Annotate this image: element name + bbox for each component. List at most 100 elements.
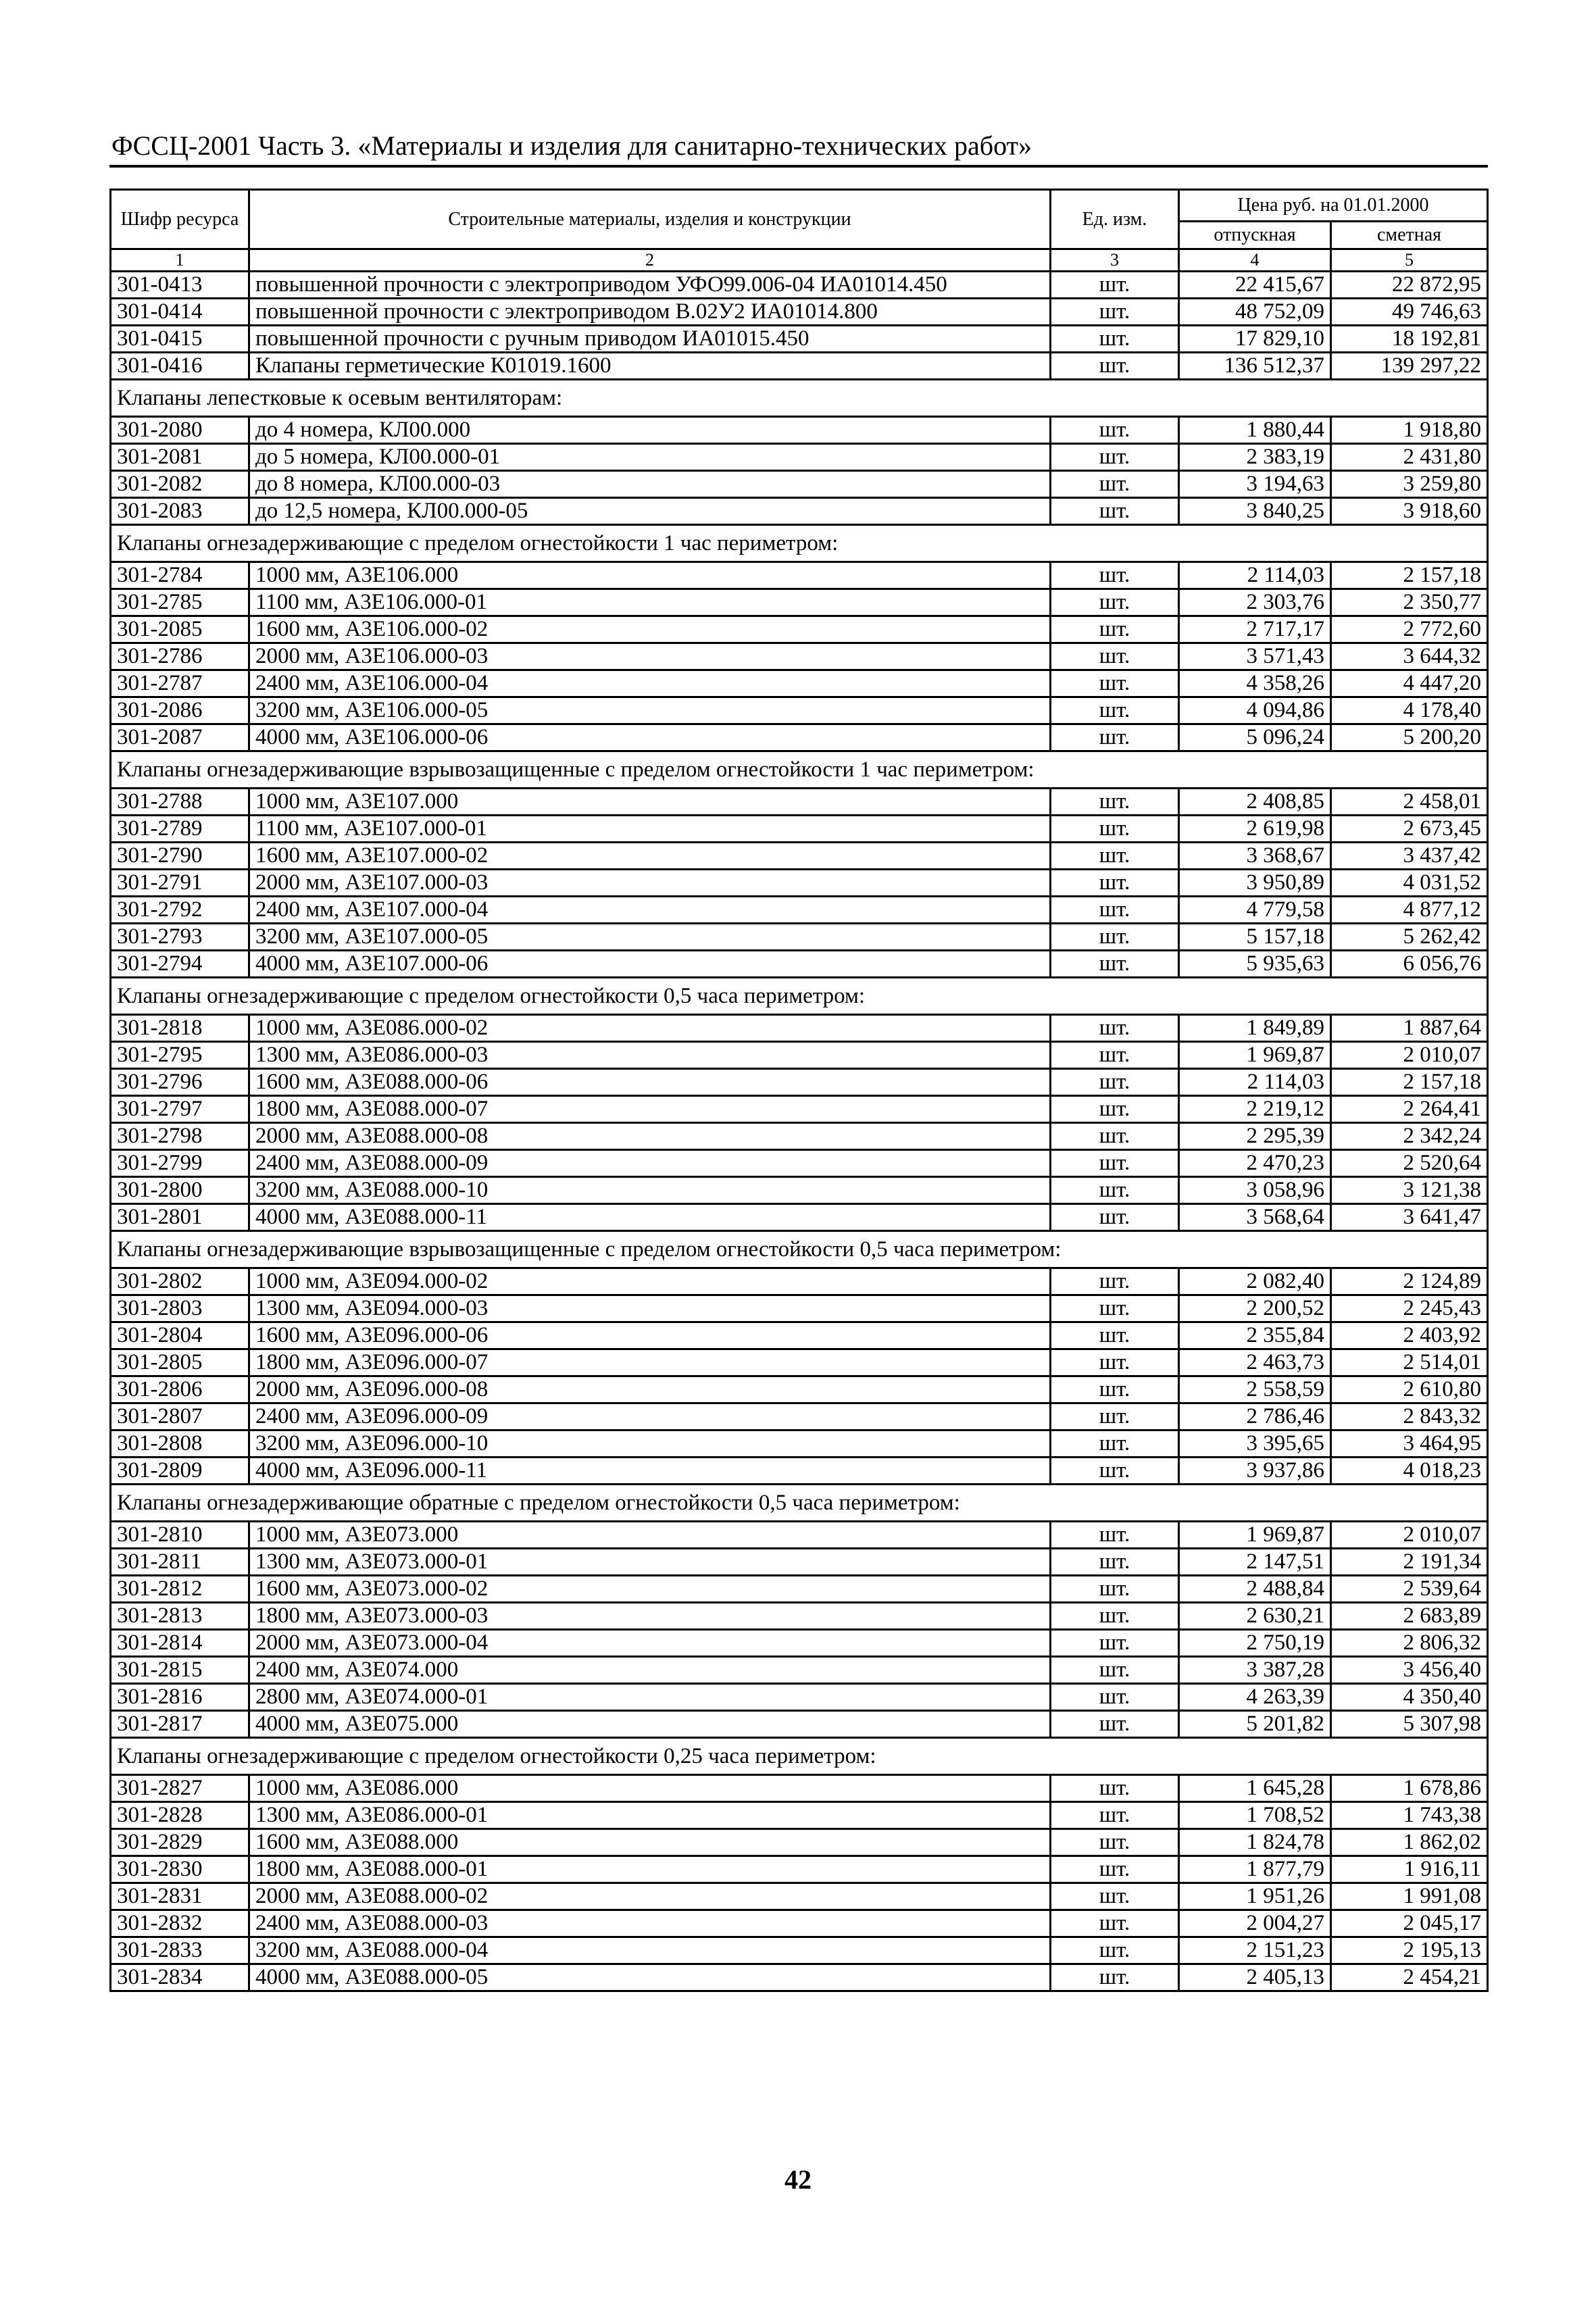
estimate-price: 2 245,43 <box>1329 1294 1489 1323</box>
release-price: 3 937,86 <box>1178 1456 1332 1485</box>
release-price: 2 151,23 <box>1178 1936 1332 1965</box>
material-name: 1800 мм, А3Е096.000-07 <box>248 1348 1051 1377</box>
unit: шт. <box>1049 1520 1180 1549</box>
unit: шт. <box>1049 868 1180 897</box>
release-price: 2 619,98 <box>1178 814 1332 843</box>
table-row: 301-2806 2000 мм, А3Е096.000-08 шт. 2 558,5… <box>109 1375 1489 1404</box>
table-row: 301-0416 Клапаны герметические К01019.160… <box>109 351 1489 380</box>
estimate-price: 49 746,63 <box>1329 297 1489 326</box>
header-name: Строительные материалы, изделия и констр… <box>248 189 1051 250</box>
estimate-price: 5 262,42 <box>1329 922 1489 951</box>
estimate-price: 2 342,24 <box>1329 1122 1489 1151</box>
unit: шт. <box>1049 270 1180 299</box>
material-name: повышенной прочности с электроприводом У… <box>248 270 1051 299</box>
section-title: Клапаны огнезадерживающие обратные с пре… <box>109 1483 1489 1522</box>
resource-code: 301-2817 <box>109 1710 250 1739</box>
resource-code: 301-2791 <box>109 868 250 897</box>
unit: шт. <box>1049 1628 1180 1658</box>
release-price: 2 303,76 <box>1178 588 1332 617</box>
release-price: 1 645,28 <box>1178 1774 1332 1803</box>
table-row: 301-2827 1000 мм, А3Е086.000 шт. 1 645,28 1 … <box>109 1774 1489 1803</box>
table-row: 301-2085 1600 мм, А3Е106.000-02 шт. 2 717,1… <box>109 615 1489 644</box>
unit: шт. <box>1049 1122 1180 1151</box>
unit: шт. <box>1049 642 1180 671</box>
material-name: 1800 мм, А3Е073.000-03 <box>248 1601 1051 1631</box>
unit: шт. <box>1049 1936 1180 1965</box>
resource-code: 301-2816 <box>109 1683 250 1712</box>
material-name: 1600 мм, А3Е106.000-02 <box>248 615 1051 644</box>
table-row: 301-2797 1800 мм, А3Е088.000-07 шт. 2 219,1… <box>109 1095 1489 1124</box>
table-row: 301-2802 1000 мм, А3Е094.000-02 шт. 2 082,4… <box>109 1267 1489 1296</box>
table-row: 301-2786 2000 мм, А3Е106.000-03 шт. 3 571,4… <box>109 642 1489 671</box>
release-price: 2 405,13 <box>1178 1963 1332 1992</box>
release-price: 2 786,46 <box>1178 1402 1332 1431</box>
section-title: Клапаны огнезадерживающие с пределом огн… <box>109 976 1489 1016</box>
material-name: 1600 мм, А3Е096.000-06 <box>248 1321 1051 1350</box>
unit: шт. <box>1049 1574 1180 1603</box>
column-number: 5 <box>1329 248 1489 272</box>
estimate-price: 1 991,08 <box>1329 1882 1489 1911</box>
unit: шт. <box>1049 1375 1180 1404</box>
estimate-price: 4 877,12 <box>1329 895 1489 924</box>
table-row: 301-2799 2400 мм, А3Е088.000-09 шт. 2 470,2… <box>109 1149 1489 1178</box>
page-number: 42 <box>784 2164 812 2195</box>
unit: шт. <box>1049 1828 1180 1857</box>
resource-code: 301-2786 <box>109 642 250 671</box>
estimate-price: 18 192,81 <box>1329 324 1489 353</box>
unit: шт. <box>1049 615 1180 644</box>
unit: шт. <box>1049 922 1180 951</box>
column-number: 4 <box>1178 248 1332 272</box>
table-row: 301-2792 2400 мм, А3Е107.000-04 шт. 4 779,5… <box>109 895 1489 924</box>
resource-code: 301-2785 <box>109 588 250 617</box>
unit: шт. <box>1049 1801 1180 1830</box>
release-price: 4 094,86 <box>1178 696 1332 725</box>
unit: шт. <box>1049 497 1180 526</box>
material-name: 1000 мм, А3Е086.000-02 <box>248 1014 1051 1043</box>
table-row: 301-2828 1300 мм, А3Е086.000-01 шт. 1 708,5… <box>109 1801 1489 1830</box>
release-price: 3 568,64 <box>1178 1203 1332 1232</box>
unit: шт. <box>1049 1429 1180 1458</box>
release-price: 2 488,84 <box>1178 1574 1332 1603</box>
header-code: Шифр ресурса <box>109 189 250 250</box>
table-row: 301-0415 повышенной прочности с ручным пр… <box>109 324 1489 353</box>
table-row: 301-2080 до 4 номера, КЛ00.000 шт. 1 880,44… <box>109 416 1489 445</box>
resource-code: 301-2789 <box>109 814 250 843</box>
column-number: 3 <box>1049 248 1180 272</box>
unit: шт. <box>1049 1041 1180 1070</box>
resource-code: 301-2796 <box>109 1068 250 1097</box>
section-header-row: Клапаны огнезадерживающие взрывозащищенн… <box>109 750 1489 789</box>
resource-code: 301-2810 <box>109 1520 250 1549</box>
table-row: 301-2814 2000 мм, А3Е073.000-04 шт. 2 750,1… <box>109 1628 1489 1658</box>
unit: шт. <box>1049 1710 1180 1739</box>
release-price: 1 969,87 <box>1178 1041 1332 1070</box>
estimate-price: 2 514,01 <box>1329 1348 1489 1377</box>
header-unit: Ед. изм. <box>1049 189 1180 250</box>
material-name: 3200 мм, А3Е088.000-04 <box>248 1936 1051 1965</box>
material-name: 2000 мм, А3Е073.000-04 <box>248 1628 1051 1658</box>
release-price: 4 263,39 <box>1178 1683 1332 1712</box>
unit: шт. <box>1049 1149 1180 1178</box>
estimate-price: 2 539,64 <box>1329 1574 1489 1603</box>
unit: шт. <box>1049 814 1180 843</box>
resource-code: 301-2794 <box>109 949 250 978</box>
unit: шт. <box>1049 1203 1180 1232</box>
release-price: 136 512,37 <box>1178 351 1332 380</box>
estimate-price: 2 403,92 <box>1329 1321 1489 1350</box>
unit: шт. <box>1049 1656 1180 1685</box>
table-row: 301-2796 1600 мм, А3Е088.000-06 шт. 2 114,0… <box>109 1068 1489 1097</box>
table-row: 301-2803 1300 мм, А3Е094.000-03 шт. 2 200,5… <box>109 1294 1489 1323</box>
table-row: 301-2805 1800 мм, А3Е096.000-07 шт. 2 463,7… <box>109 1348 1489 1377</box>
section-title: Клапаны огнезадерживающие с пределом огн… <box>109 1737 1489 1776</box>
table-row: 301-2831 2000 мм, А3Е088.000-02 шт. 1 951,2… <box>109 1882 1489 1911</box>
table-row: 301-2790 1600 мм, А3Е107.000-02 шт. 3 368,6… <box>109 841 1489 870</box>
resource-code: 301-2086 <box>109 696 250 725</box>
estimate-price: 5 307,98 <box>1329 1710 1489 1739</box>
release-price: 2 082,40 <box>1178 1267 1332 1296</box>
estimate-price: 1 678,86 <box>1329 1774 1489 1803</box>
unit: шт. <box>1049 588 1180 617</box>
price-table: Шифр ресурса Строительные материалы, изд… <box>109 189 1489 1992</box>
estimate-price: 2 458,01 <box>1329 787 1489 816</box>
estimate-price: 2 157,18 <box>1329 561 1489 590</box>
resource-code: 301-2804 <box>109 1321 250 1350</box>
estimate-price: 3 641,47 <box>1329 1203 1489 1232</box>
